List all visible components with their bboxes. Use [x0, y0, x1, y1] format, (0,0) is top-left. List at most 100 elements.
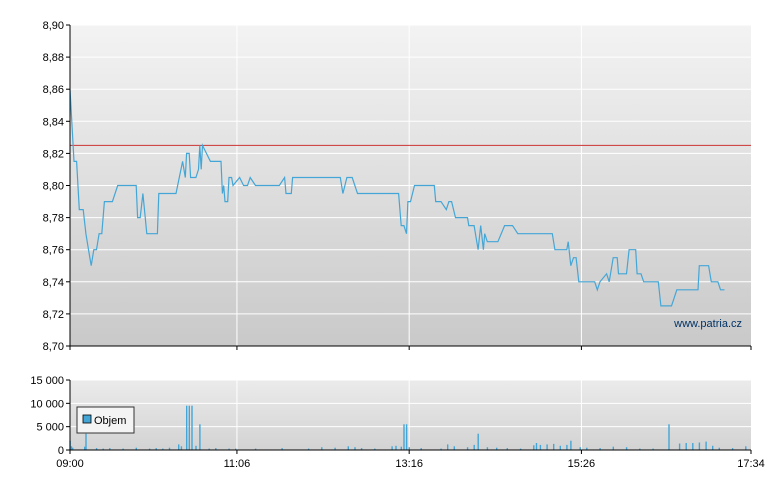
price-y-tick-label: 8,82 — [43, 148, 64, 160]
volume-bar — [178, 444, 180, 450]
volume-bar — [148, 448, 151, 450]
x-tick-label: 17:34 — [737, 458, 765, 470]
price-y-tick-label: 8,86 — [43, 84, 64, 96]
volume-bar — [168, 447, 171, 450]
volume-y-tick-label: 15 000 — [30, 375, 64, 387]
volume-bar — [180, 446, 183, 450]
price-x-ticks — [69, 346, 752, 350]
price-panel: 8,90 8,88 8,86 8,84 8,82 8,80 8,78 8,76 8,74 8,72… — [43, 20, 752, 353]
price-y-tick-label: 8,76 — [43, 245, 64, 257]
volume-y-tick-label: 5 000 — [36, 422, 64, 434]
volume-bar — [506, 448, 508, 450]
volume-bar — [208, 448, 210, 450]
volume-bar — [579, 447, 581, 450]
price-y-tick-label: 8,90 — [43, 20, 64, 32]
volume-bar — [191, 405, 193, 450]
volume-bar — [395, 445, 397, 450]
volume-y-tick-label: 10 000 — [30, 398, 64, 410]
volume-bar — [447, 444, 449, 450]
legend-swatch — [82, 414, 92, 424]
x-tick-label: 09:00 — [56, 458, 84, 470]
volume-bar — [652, 448, 654, 450]
volume-gridlines — [70, 379, 751, 450]
volume-bar — [405, 424, 408, 450]
volume-bar — [109, 448, 111, 450]
volume-bar — [321, 447, 323, 450]
volume-bar — [195, 445, 197, 450]
volume-bar — [420, 448, 422, 450]
volume-bar — [566, 444, 568, 450]
volume-bars — [69, 405, 747, 450]
price-y-tick-label: 8,84 — [43, 116, 64, 128]
volume-bar — [535, 443, 538, 450]
price-y-tick-label: 8,78 — [43, 213, 64, 225]
volume-bar — [553, 443, 555, 450]
volume-bar — [559, 445, 561, 450]
price-y-tick-labels: 8,90 8,88 8,86 8,84 8,82 8,80 8,78 8,76 8,74 8,72… — [43, 20, 70, 353]
volume-bar — [391, 446, 393, 450]
volume-bar — [102, 448, 104, 450]
volume-bar — [639, 448, 641, 450]
watermark: www.patria.cz — [673, 318, 742, 330]
volume-bar — [519, 448, 522, 450]
volume-bar — [235, 448, 237, 450]
volume-panel: 15 000 10 000 5 000 0 09:00 11:06 13:16 15:26 1… — [30, 375, 764, 470]
volume-bar — [466, 447, 469, 450]
volume-bar — [539, 444, 542, 450]
volume-bar — [162, 448, 164, 450]
x-tick-label: 11:06 — [224, 458, 251, 470]
volume-bar — [228, 448, 230, 450]
volume-bar — [188, 405, 190, 450]
volume-bar — [570, 440, 572, 450]
volume-bar — [599, 448, 601, 450]
volume-bar — [678, 443, 681, 450]
volume-legend: Objem — [76, 406, 135, 434]
volume-bar — [668, 424, 670, 450]
price-y-tick-label: 8,88 — [43, 52, 64, 64]
legend-label: Objem — [94, 415, 126, 427]
volume-bar — [712, 445, 714, 450]
volume-bar — [155, 448, 157, 450]
price-y-tick-label: 8,70 — [43, 341, 64, 353]
price-y-tick-label: 8,72 — [43, 309, 64, 321]
x-tick-label: 15:26 — [568, 458, 596, 470]
volume-bar — [84, 446, 86, 450]
volume-bar — [215, 448, 217, 450]
volume-bar — [718, 447, 720, 450]
volume-bar — [586, 447, 588, 450]
volume-bar — [533, 445, 535, 450]
volume-y-tick-label: 0 — [58, 445, 64, 457]
volume-bar — [403, 424, 405, 450]
volume-bar — [612, 446, 614, 450]
volume-bar — [95, 448, 98, 450]
volume-bar — [374, 448, 376, 450]
volume-bar — [360, 448, 363, 450]
volume-bar — [705, 441, 707, 450]
price-y-tick-label: 8,80 — [43, 181, 64, 193]
volume-bar — [440, 448, 442, 450]
volume-bar — [625, 447, 628, 450]
volume-bar — [400, 446, 402, 450]
volume-bar — [354, 447, 356, 450]
volume-bar — [135, 447, 137, 450]
volume-bar — [70, 446, 73, 450]
volume-bar — [85, 433, 87, 450]
volume-plot-area — [70, 380, 751, 450]
volume-y-tick-labels: 15 000 10 000 5 000 0 — [30, 375, 70, 457]
volume-bar — [698, 442, 701, 450]
volume-bar — [122, 448, 124, 450]
volume-bar — [347, 446, 349, 450]
volume-x-tick-labels: 09:00 11:06 13:16 15:26 17:34 — [56, 450, 765, 470]
volume-bar — [199, 424, 201, 450]
volume-bar — [731, 448, 734, 450]
volume-bar — [453, 446, 455, 450]
x-tick-label: 13:16 — [395, 458, 423, 470]
volume-bar — [72, 447, 74, 450]
volume-bar — [685, 443, 687, 450]
volume-bar — [281, 448, 283, 450]
volume-bar — [546, 444, 548, 450]
volume-bar — [692, 443, 694, 450]
price-y-tick-label: 8,74 — [43, 277, 64, 289]
volume-bar — [334, 447, 336, 450]
